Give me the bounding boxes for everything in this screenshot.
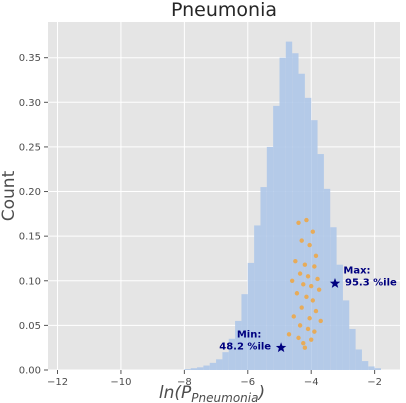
scatter-point	[302, 345, 308, 350]
histogram-bar	[260, 187, 267, 370]
y-tick-label: 0.25	[19, 142, 41, 153]
histogram-bar	[361, 361, 369, 370]
histogram-bar	[216, 359, 223, 370]
x-axis-label-prefix: ln(P	[159, 383, 192, 403]
histogram-bar	[247, 262, 255, 370]
histogram-bar	[298, 73, 305, 370]
scatter-point	[296, 220, 301, 225]
annotation-label-line: 95.3 %ile	[345, 277, 397, 288]
histogram-bar	[209, 362, 217, 370]
axes: −12 −10 −8 −6 −4 −2 0.00 0.05 0.10 0.15 0.20 0.25 0.…	[19, 53, 382, 388]
histogram-bar	[266, 146, 274, 370]
scatter-point	[294, 291, 300, 296]
scatter-point	[312, 264, 317, 269]
annotation-label-line: Min:	[237, 330, 262, 341]
histogram-bar	[241, 294, 248, 370]
y-tick-label: 0.35	[19, 53, 41, 64]
x-tick-label: −8	[177, 377, 192, 388]
histogram-bar	[317, 154, 324, 370]
scatter-point	[293, 258, 298, 264]
x-tick-label: −6	[240, 377, 255, 388]
histogram-bar	[374, 368, 381, 370]
scatter-point	[297, 323, 303, 328]
histogram-bar	[323, 188, 331, 370]
y-tick-label: 0.30	[19, 98, 41, 109]
histogram-bar	[336, 264, 343, 370]
histogram-bar	[342, 300, 350, 370]
scatter-point	[305, 274, 311, 279]
scatter-point	[313, 253, 319, 258]
histogram-bar	[203, 365, 210, 370]
histogram-bar	[330, 227, 337, 370]
x-tick-label: −4	[304, 377, 319, 388]
scatter-point	[309, 337, 314, 342]
scatter-point	[299, 238, 304, 243]
scatter-point	[309, 283, 314, 289]
scatter-point	[310, 298, 315, 303]
scatter-point	[315, 276, 320, 282]
histogram-bar	[235, 320, 242, 370]
histogram-bar	[222, 352, 229, 370]
y-tick-label: 0.10	[19, 276, 41, 287]
scatter-point	[307, 316, 312, 321]
histogram-bars	[184, 41, 381, 371]
scatter-point	[310, 229, 315, 234]
scatter-point	[289, 278, 295, 283]
y-tick-label: 0.05	[19, 321, 41, 332]
x-tick-label: −10	[110, 377, 131, 388]
x-tick-label: −12	[47, 377, 68, 388]
y-axis-label: Count	[0, 170, 19, 221]
scatter-point	[304, 294, 309, 300]
annotation-label-line: 48.2 %ile	[219, 342, 271, 353]
x-axis-label-subscript: Pneumonia	[191, 391, 258, 403]
chart-title: Pneumonia	[171, 0, 277, 21]
scatter-point	[297, 271, 303, 276]
histogram-bar	[190, 368, 198, 370]
scatter-point	[305, 326, 311, 332]
annotation-star-marker	[329, 277, 341, 288]
scatter-point	[312, 329, 317, 334]
histogram-bar	[368, 366, 375, 370]
histogram-bar	[311, 120, 318, 371]
histogram-bar	[279, 57, 286, 370]
scatter-point	[304, 217, 309, 223]
y-tick-label: 0.20	[19, 187, 41, 198]
histogram-bar	[273, 105, 280, 370]
histogram-bar	[197, 367, 204, 370]
scatter-point	[299, 305, 304, 310]
histogram-bar	[355, 349, 362, 370]
scatter-point	[291, 314, 296, 319]
scatter-point	[318, 318, 323, 324]
scatter-point	[316, 287, 322, 292]
scatter-point	[301, 341, 306, 346]
x-axis-label: ln(PPneumonia)	[159, 383, 265, 403]
annotation-star-marker	[275, 342, 287, 353]
histogram-bar	[184, 369, 191, 370]
scatter-point	[313, 308, 319, 314]
scatter-point	[296, 335, 301, 341]
y-tick-label: 0.15	[19, 232, 41, 243]
histogram-bar	[228, 338, 236, 370]
y-tick-label: 0.00	[19, 366, 41, 377]
x-axis-label-suffix: )	[256, 383, 265, 403]
annotations: Min:48.2 %ile Max:95.3 %ile	[219, 265, 397, 352]
histogram-bar	[349, 328, 356, 370]
scatter-point	[301, 282, 306, 287]
histogram-bar	[285, 41, 293, 370]
scatter-point	[302, 262, 308, 267]
x-tick-label: −2	[367, 377, 382, 388]
histogram-bar	[254, 225, 261, 370]
grid-lines	[48, 22, 400, 371]
histogram-bar	[292, 53, 299, 370]
histogram-bar	[304, 97, 312, 370]
scatter-point	[286, 332, 292, 337]
scatter-points	[286, 217, 323, 350]
annotation-label-line: Max:	[343, 265, 370, 276]
scatter-point	[307, 242, 312, 248]
